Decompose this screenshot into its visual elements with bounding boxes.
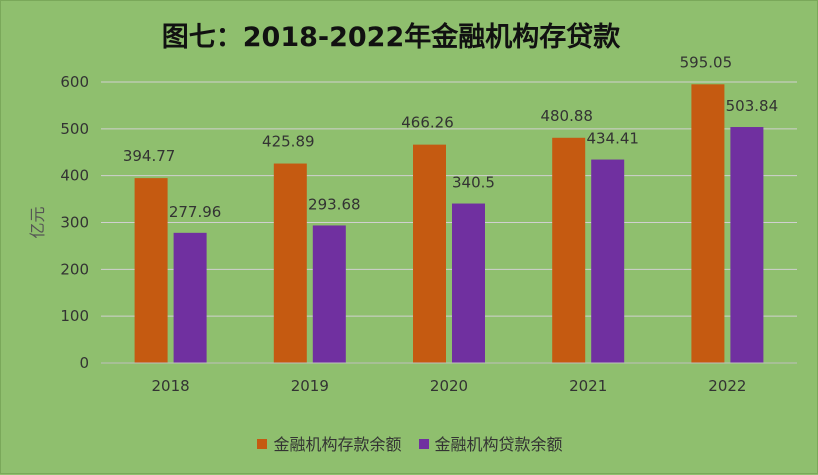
data-label-loans-2019: 293.68 [308,195,361,213]
bar-deposits-2019 [273,163,307,363]
data-label-deposits-2019: 425.89 [262,133,315,151]
y-tick-label-200: 200 [60,260,89,278]
x-tick-label-2019: 2019 [291,377,329,395]
legend-swatch-loans [418,439,429,449]
data-label-deposits-2018: 394.77 [123,147,176,165]
data-label-deposits-2022: 595.05 [680,53,733,71]
legend-label-loans: 金融机构贷款余额 [434,435,563,454]
data-label-loans-2020: 340.5 [452,174,495,192]
bar-loans-2018 [173,232,207,363]
data-label-deposits-2020: 466.26 [401,114,454,132]
y-tick-label-600: 600 [60,73,89,91]
legend-swatch-deposits [257,439,268,449]
data-label-loans-2018: 277.96 [169,203,222,221]
data-label-deposits-2021: 480.88 [540,107,593,125]
y-tick-label-500: 500 [60,120,89,138]
y-tick-label-300: 300 [60,214,89,232]
bar-deposits-2022 [691,84,725,364]
y-tick-label-100: 100 [60,307,89,325]
bar-loans-2019 [312,225,346,363]
bar-loans-2021 [591,159,625,363]
bar-loans-2020 [452,203,485,363]
y-tick-label-400: 400 [60,167,89,185]
legend: 金融机构存款余额 金融机构贷款余额 [1,431,818,455]
x-tick-label-2018: 2018 [152,377,190,395]
legend-item-deposits: 金融机构存款余额 [257,431,401,455]
legend-item-loans: 金融机构贷款余额 [418,431,563,455]
bar-deposits-2018 [134,178,168,363]
bar-deposits-2020 [413,144,446,363]
y-axis-label: 亿元 [28,206,47,238]
x-tick-label-2020: 2020 [430,377,468,395]
bar-deposits-2021 [552,137,586,363]
y-tick-label-0: 0 [79,354,89,372]
x-tick-label-2021: 2021 [569,377,607,395]
chart-title: 图七：2018-2022年金融机构存贷款 [161,22,621,53]
bar-loans-2022 [730,127,764,363]
x-tick-label-2022: 2022 [708,377,746,395]
legend-label-deposits: 金融机构存款余额 [273,435,402,454]
data-label-loans-2022: 503.84 [726,97,779,115]
data-label-loans-2021: 434.41 [586,130,639,148]
